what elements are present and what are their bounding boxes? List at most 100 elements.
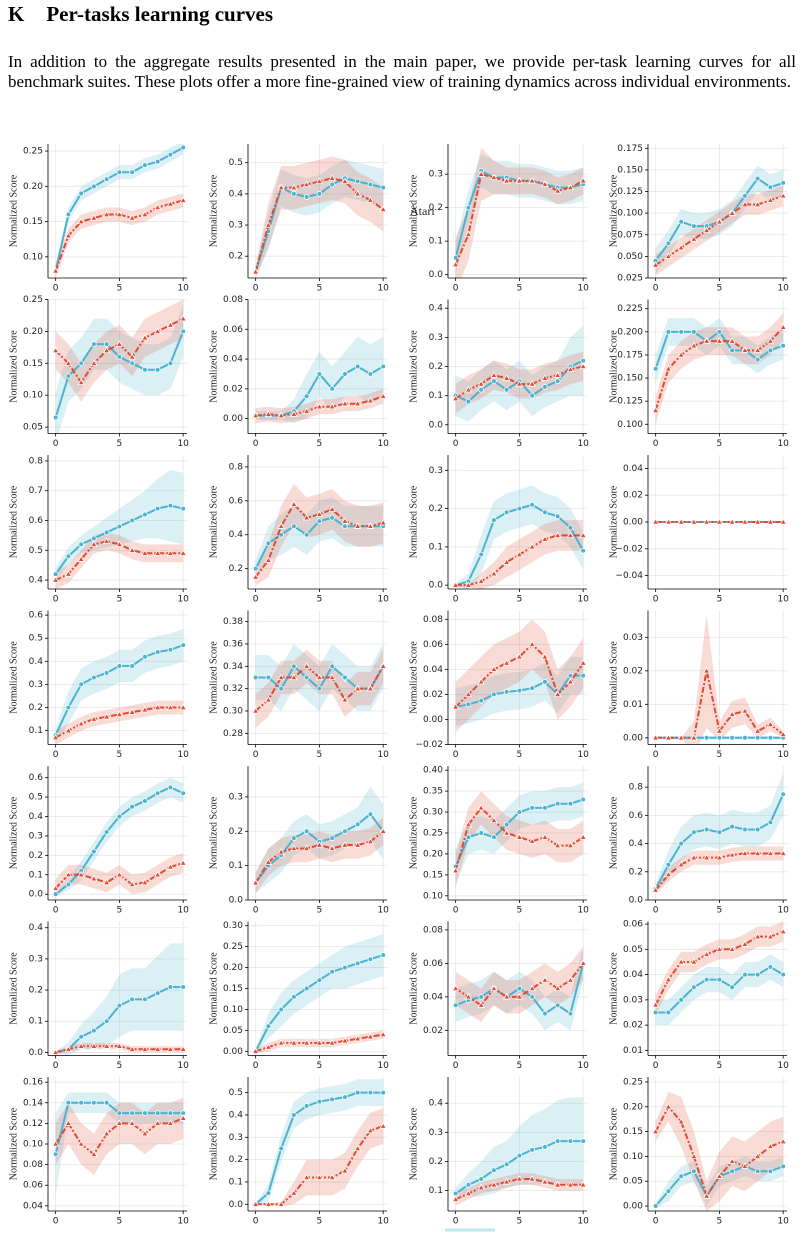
y-tick-label: 0.00 [423, 715, 443, 725]
y-tick-label: 0.3 [29, 680, 43, 690]
point-marker [102, 346, 111, 354]
point-marker [366, 684, 375, 692]
point-marker [716, 329, 723, 335]
y-tick-label: 0.2 [29, 851, 43, 861]
point-marker [716, 976, 723, 983]
y-tick-label: 0.08 [423, 615, 443, 625]
point-marker [102, 1042, 111, 1049]
point-marker [767, 819, 774, 826]
y-axis-label: Normalized Score [408, 952, 419, 1025]
confidence-band [655, 1091, 784, 1211]
point-marker [542, 1144, 548, 1150]
point-marker [315, 841, 324, 848]
y-tick-label: 0.0 [429, 270, 444, 280]
point-marker [451, 984, 460, 992]
y-tick-label: 0.075 [617, 230, 643, 240]
point-marker [141, 1129, 149, 1137]
x-tick-label: 0 [653, 439, 659, 449]
point-marker [491, 691, 497, 698]
y-tick-label: 0.0 [429, 581, 444, 591]
point-marker [90, 540, 98, 547]
plot-area [251, 336, 387, 424]
point-marker [779, 849, 787, 857]
x-tick-label: 10 [177, 439, 189, 449]
x-tick-label: 5 [717, 284, 723, 294]
point-marker [367, 811, 374, 817]
point-marker [478, 551, 484, 558]
point-marker [366, 396, 375, 404]
x-tick-label: 5 [317, 906, 323, 916]
point-marker [753, 849, 762, 857]
point-marker [553, 984, 562, 992]
point-marker [465, 204, 472, 211]
point-marker [316, 685, 323, 692]
point-marker [729, 984, 735, 991]
point-marker [302, 513, 311, 521]
y-tick-label: 0.38 [223, 617, 243, 627]
point-marker [166, 549, 175, 556]
confidence-band [255, 934, 384, 1054]
y-tick-label: 0.6 [629, 811, 644, 821]
point-marker [490, 816, 498, 824]
point-marker [665, 1188, 672, 1194]
plot-area [451, 619, 587, 732]
point-marker [516, 809, 523, 815]
point-marker [580, 357, 586, 364]
point-marker [166, 703, 175, 711]
point-marker [64, 1045, 73, 1052]
point-marker [554, 378, 561, 384]
point-marker [542, 805, 548, 811]
point-marker [502, 558, 511, 565]
point-marker [328, 1173, 336, 1181]
y-tick-label: 0.1 [429, 542, 443, 552]
y-tick-label: 0.125 [617, 187, 643, 197]
point-marker [116, 523, 123, 530]
point-marker [515, 177, 524, 184]
point-marker [767, 1168, 774, 1175]
y-tick-label: −0.02 [615, 544, 643, 554]
point-marker [154, 505, 161, 512]
x-tick-label: 10 [577, 750, 589, 760]
point-marker [302, 407, 311, 414]
point-marker [103, 670, 110, 676]
point-marker [51, 576, 60, 583]
point-marker [153, 1045, 162, 1052]
confidence-band [55, 777, 184, 897]
paragraph: In addition to the aggregate results pre… [8, 52, 796, 91]
y-tick-label: −0.02 [415, 740, 443, 750]
series-line [455, 1177, 584, 1201]
point-marker [665, 1009, 672, 1016]
plot-area [251, 786, 387, 894]
y-tick-label: 0.8 [229, 462, 244, 472]
y-tick-label: 0.10 [23, 252, 43, 262]
y-tick-label: 0.225 [617, 304, 643, 314]
point-marker [541, 976, 549, 983]
y-tick-label: 0.6 [29, 516, 44, 526]
point-marker [328, 174, 336, 181]
subplot: 0.00 0.02 0.04 0.06 0.08 0 5 10 Normalized Score [208, 295, 389, 449]
point-marker [779, 518, 787, 525]
x-tick-label: 5 [517, 284, 523, 294]
y-tick-label: 0.05 [623, 1177, 643, 1187]
point-marker [502, 829, 511, 836]
point-marker [91, 1099, 97, 1106]
plot-area [51, 943, 187, 1056]
y-tick-label: 0.0 [229, 1200, 244, 1210]
point-marker [167, 984, 174, 990]
y-tick-label: 0.25 [223, 942, 243, 952]
point-marker [52, 571, 59, 577]
confidence-band [255, 817, 384, 894]
point-marker [780, 180, 786, 186]
point-marker [491, 378, 497, 384]
point-marker [490, 173, 498, 181]
y-tick-label: 0.5 [29, 546, 43, 556]
point-marker [451, 1195, 460, 1202]
point-marker [52, 1151, 59, 1158]
y-tick-label: 0.1 [229, 861, 243, 871]
x-tick-label: 0 [53, 439, 59, 449]
x-tick-label: 0 [653, 595, 659, 605]
point-marker [664, 870, 673, 878]
point-marker [566, 1180, 575, 1188]
point-marker [554, 513, 561, 520]
point-marker [567, 524, 574, 531]
